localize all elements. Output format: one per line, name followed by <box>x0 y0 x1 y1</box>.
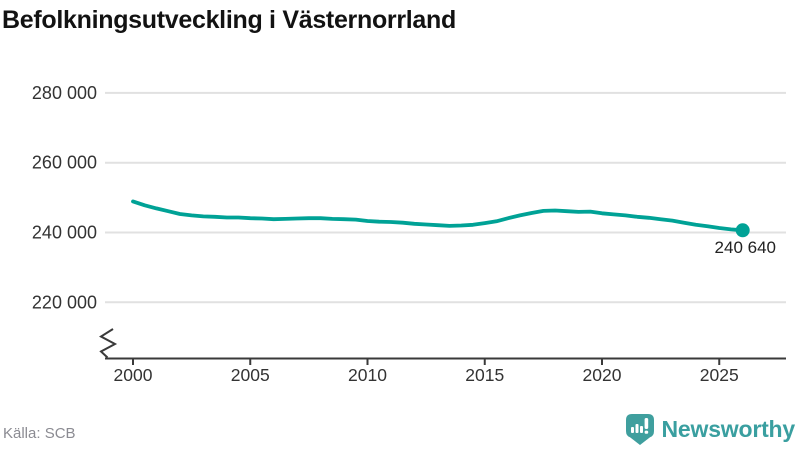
newsworthy-wordmark: Newsworthy <box>661 416 796 442</box>
logo-bar-3 <box>639 426 643 433</box>
logo-bar-2 <box>635 424 639 433</box>
logo-exclamation-dot <box>644 430 648 434</box>
x-axis-tick-label: 2025 <box>700 365 739 385</box>
x-axis-tick-label: 2000 <box>114 365 153 385</box>
x-axis-tick-label: 2005 <box>231 365 270 385</box>
logo-exclamation-bar <box>644 418 648 429</box>
x-axis-tick-label: 2020 <box>583 365 622 385</box>
newsworthy-logo: Newsworthy <box>625 414 796 445</box>
last-value-marker <box>735 223 750 238</box>
y-axis-tick-label: 220 000 <box>32 292 97 312</box>
newsworthy-barchart-exclamation-icon <box>625 414 654 445</box>
axis-break-icon <box>99 328 118 359</box>
population-line-series <box>131 199 745 233</box>
logo-bar-1 <box>630 427 634 433</box>
chart-title: Befolkningsutveckling i Västernorrland <box>2 6 456 34</box>
y-axis-tick-label: 280 000 <box>32 83 97 103</box>
source-note: Källa: SCB <box>3 425 76 442</box>
last-value-label: 240 640 <box>715 238 776 257</box>
y-axis-tick-label: 240 000 <box>32 223 97 243</box>
x-axis-tick-label: 2015 <box>465 365 504 385</box>
x-axis-tick-label: 2010 <box>348 365 387 385</box>
y-axis-tick-label: 260 000 <box>32 153 97 173</box>
